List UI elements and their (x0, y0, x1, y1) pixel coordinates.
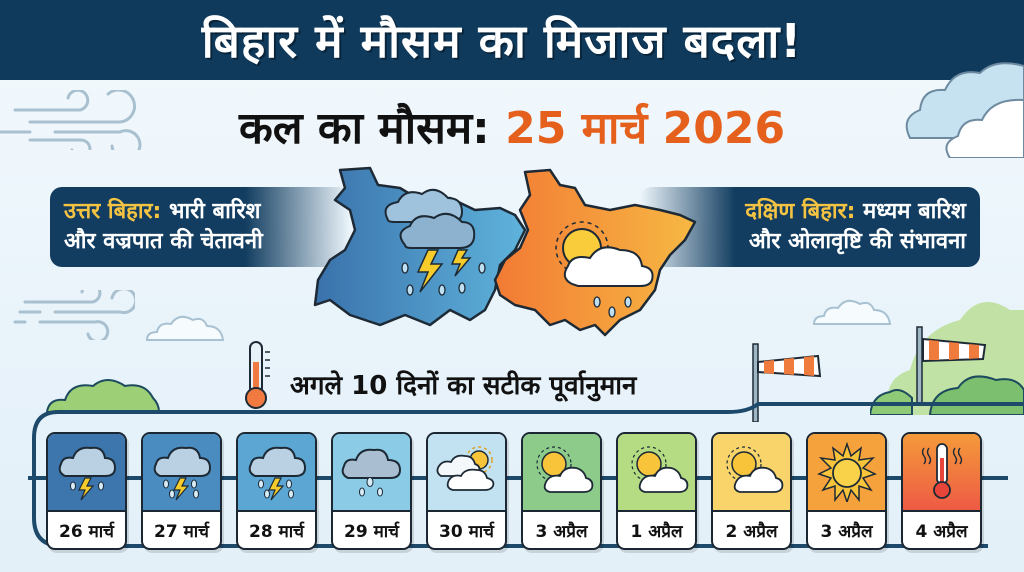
card-date-label: 3 अप्रैल (820, 521, 873, 542)
forecast-card: 28 मार्च (236, 432, 317, 550)
forecast-cards: 26 मार्च 27 मार्च 28 मार्च (46, 432, 982, 550)
forecast-card: 29 मार्च (331, 432, 412, 550)
south-bihar-callout: दक्षिण बिहार: मध्यम बारिश और ओलावृष्टि क… (640, 187, 980, 267)
cloud-outline-icon (145, 315, 225, 341)
card-weather-area (903, 434, 980, 512)
south-region-text: मध्यम बारिश (855, 199, 966, 224)
card-weather-area (238, 434, 315, 512)
card-weather-area (428, 434, 505, 512)
thermometer-icon (245, 341, 270, 409)
sun-cloud-icon (725, 446, 783, 493)
forecast-date: 25 मार्च 2026 (505, 103, 786, 154)
forecast-card: 26 मार्च (46, 432, 127, 550)
rain-cloud-icon (341, 448, 401, 497)
forecast-card: 1 अप्रैल (616, 432, 697, 550)
forecast-card: 2 अप्रैल (711, 432, 792, 550)
partly-cloudy-icon (436, 446, 494, 491)
forecast-card: 27 मार्च (141, 432, 222, 550)
forecast-card: 30 मार्च (426, 432, 507, 550)
sun-cloud-icon (630, 446, 688, 493)
card-date-label: 2 अप्रैल (725, 521, 778, 542)
card-date-label: 27 मार्च (154, 521, 209, 542)
windsock-icon (752, 343, 822, 422)
sun-cloud-icon (535, 446, 593, 493)
page-title: बिहार में मौसम का मिजाज बदला! (201, 14, 803, 68)
north-region-label: उत्तर बिहार: (64, 199, 162, 224)
wind-icon (0, 90, 142, 150)
card-weather-area (713, 434, 790, 512)
card-date-label: 4 अप्रैल (915, 521, 968, 542)
card-date-label: 28 मार्च (249, 521, 304, 542)
bihar-map (313, 166, 697, 337)
subtitle-prefix: कल का मौसम: (238, 103, 506, 154)
south-region-warning: और ओलावृष्टि की संभावना (748, 229, 966, 254)
thunderstorm-icon (384, 188, 486, 296)
header-banner: बिहार में मौसम का मिजाज बदला! (0, 0, 1024, 80)
cloud-outline-icon (812, 299, 892, 325)
card-weather-area (333, 434, 410, 512)
card-weather-area (618, 434, 695, 512)
north-bihar-callout: उत्तर बिहार: भारी बारिश और वज्रपात की चे… (50, 187, 350, 267)
card-date-label: 30 मार्च (439, 521, 494, 542)
wind-icon (13, 290, 135, 340)
card-date-label: 1 अप्रैल (630, 521, 683, 542)
heavy-thunderstorm-icon (153, 446, 211, 501)
forecast-card: 3 अप्रैल (806, 432, 887, 550)
cloud-decoration-icon (905, 62, 1024, 158)
forecast-card: 3 अप्रैल (521, 432, 602, 550)
card-weather-area (143, 434, 220, 512)
hot-thermometer-icon (921, 443, 962, 499)
card-weather-area (808, 434, 885, 512)
bush-decoration-icon (45, 379, 160, 412)
heavy-thunderstorm-icon (248, 446, 306, 501)
sun-cloud-rain-icon (555, 221, 654, 318)
card-date-label: 29 मार्च (344, 521, 399, 542)
south-region-label: दक्षिण बिहार: (745, 199, 856, 224)
card-date-label: 26 मार्च (59, 521, 114, 542)
forecast-card: 4 अप्रैल (901, 432, 982, 550)
windsock-icon (916, 326, 987, 405)
forecast-date-heading: कल का मौसम: 25 मार्च 2026 (0, 96, 1024, 156)
sun-icon (816, 442, 877, 502)
ten-day-forecast-title: अगले 10 दिनों का सटीक पूर्वानुमान (290, 371, 637, 401)
card-date-label: 3 अप्रैल (535, 521, 588, 542)
card-weather-area (48, 434, 125, 512)
thunderstorm-icon (58, 446, 116, 501)
card-weather-area (523, 434, 600, 512)
north-region-warning: और वज्रपात की चेतावनी (64, 229, 263, 254)
north-region-text: भारी बारिश (161, 199, 261, 224)
